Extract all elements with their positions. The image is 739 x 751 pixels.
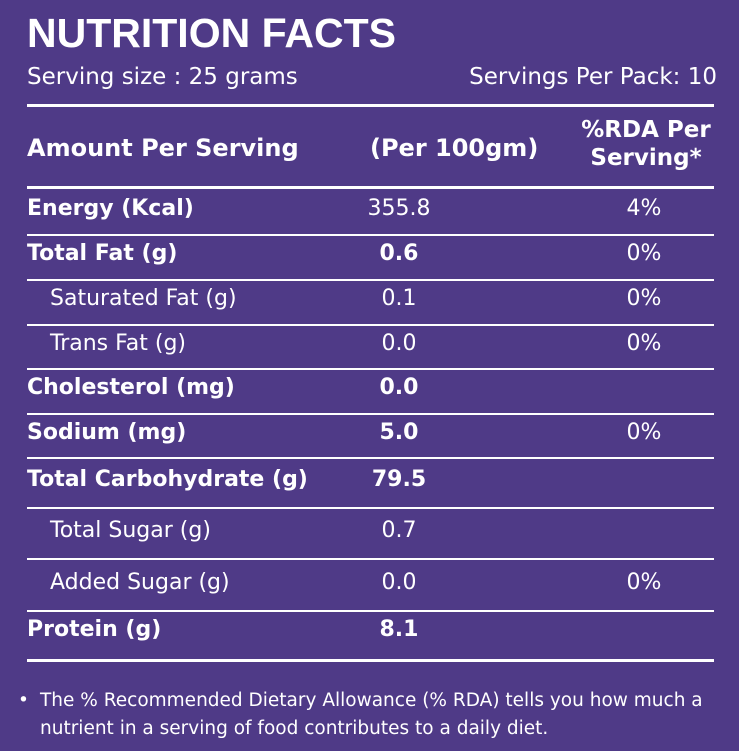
nutrient-value: 5.0 [379, 420, 419, 445]
nutrient-value: 8.1 [379, 617, 419, 642]
serving-size: Serving size : 25 grams [27, 64, 298, 90]
row-divider [27, 368, 714, 370]
servings-per-pack: Servings Per Pack: 10 [469, 64, 717, 90]
nutrient-rda: 0% [626, 420, 662, 445]
row-divider [27, 324, 714, 326]
nutrient-name: Cholesterol (mg) [27, 375, 235, 400]
nutrient-value: 0.0 [379, 375, 419, 400]
nutrient-name: Added Sugar (g) [50, 570, 230, 595]
header-per-100gm: (Per 100gm) [370, 134, 539, 162]
nutrient-name: Saturated Fat (g) [50, 286, 237, 311]
nutrient-rda: 0% [626, 331, 662, 356]
serving-info: Serving size : 25 grams Servings Per Pac… [27, 62, 717, 92]
row-divider [27, 558, 714, 560]
header-amount-per-serving: Amount Per Serving [27, 134, 299, 162]
nutrient-name: Protein (g) [27, 617, 162, 642]
nutrient-name: Total Sugar (g) [50, 518, 211, 543]
bottom-divider [27, 659, 714, 662]
row-divider [27, 507, 714, 509]
row-divider [27, 610, 714, 612]
nutrient-value: 79.5 [371, 467, 427, 492]
nutrient-value: 0.7 [381, 518, 417, 543]
row-divider [27, 234, 714, 236]
nutrient-rda: 0% [626, 286, 662, 311]
nutrient-name: Total Fat (g) [27, 241, 178, 266]
nutrient-name: Trans Fat (g) [50, 331, 186, 356]
row-divider [27, 279, 714, 281]
nutrient-value: 355.8 [367, 196, 431, 221]
footnote-text: The % Recommended Dietary Allowance (% R… [40, 690, 703, 739]
nutrient-name: Sodium (mg) [27, 420, 187, 445]
top-divider [27, 104, 714, 107]
nutrient-rda: 4% [626, 196, 662, 221]
nutrient-value: 0.1 [381, 286, 417, 311]
row-divider [27, 413, 714, 415]
nutrient-value: 0.0 [381, 331, 417, 356]
nutrient-name: Total Carbohydrate (g) [27, 467, 308, 492]
nutrient-name: Energy (Kcal) [27, 196, 194, 221]
table-header: Amount Per Serving (Per 100gm) %RDA Per … [27, 106, 717, 186]
nutrient-rda: 0% [626, 570, 662, 595]
nutrient-value: 0.6 [379, 241, 419, 266]
row-divider [27, 457, 714, 459]
bullet-icon: • [18, 690, 29, 711]
page-title: NUTRITION FACTS [27, 10, 396, 56]
nutrient-rda: 0% [626, 241, 662, 266]
header-rda-per-serving: %RDA Per Serving* [581, 117, 711, 171]
nutrient-value: 0.0 [381, 570, 417, 595]
header-divider [27, 186, 714, 189]
